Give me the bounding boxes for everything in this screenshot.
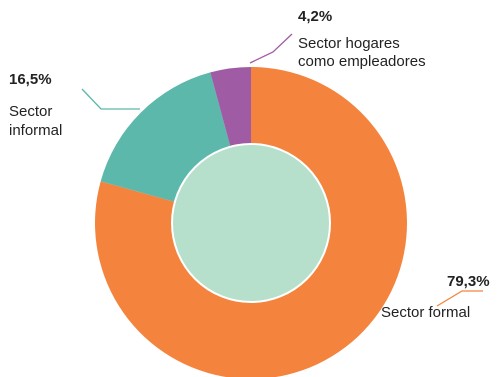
slice-label-sector-hogares-line2: como empleadores bbox=[298, 53, 426, 70]
value-label-sector-hogares: 4,2% bbox=[298, 8, 332, 25]
slice-sector-formal bbox=[95, 67, 407, 377]
leader-line-sector-informal bbox=[81, 88, 140, 110]
slice-label-sector-informal-line2: informal bbox=[9, 122, 62, 139]
slice-label-sector-formal: Sector formal bbox=[381, 304, 470, 321]
slice-label-sector-hogares-line1: Sector hogares bbox=[298, 35, 400, 52]
value-label-sector-informal: 16,5% bbox=[9, 71, 52, 88]
leader-line-sector-hogares bbox=[249, 33, 293, 64]
slice-label-sector-informal-line1: Sector bbox=[9, 103, 52, 120]
value-label-sector-formal: 79,3% bbox=[447, 273, 490, 290]
donut-center bbox=[171, 143, 331, 303]
leader-line-sector-formal bbox=[436, 290, 483, 307]
